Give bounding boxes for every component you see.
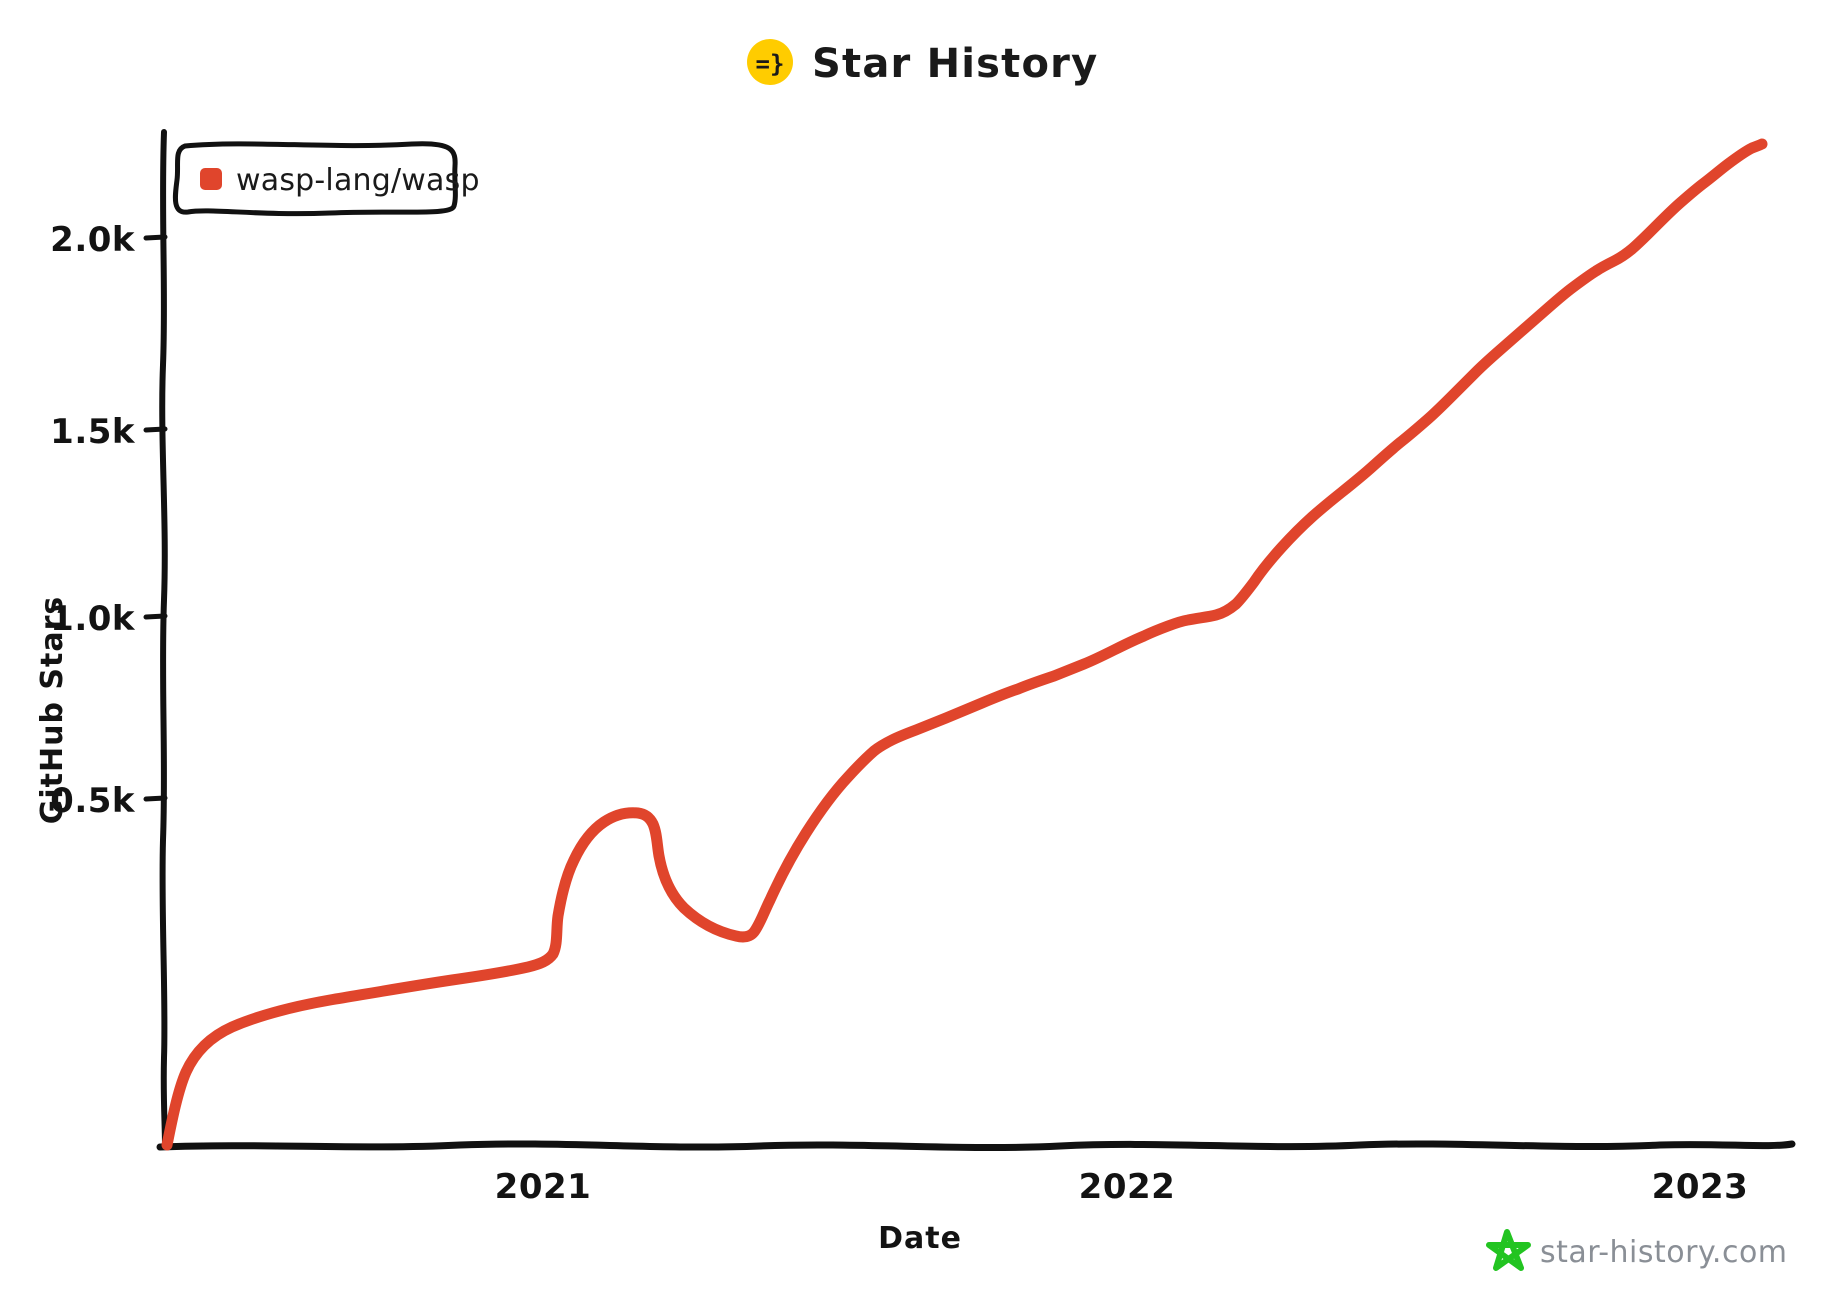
legend-item-label[interactable]: wasp-lang/wasp [236, 163, 480, 198]
series-group [161, 138, 1768, 1151]
watermark-label[interactable]: star-history.com [1540, 1235, 1788, 1270]
y-tick-label-1000: 1.0k [50, 599, 136, 639]
y-tick-500 [143, 795, 168, 802]
x-axis: 2021 2022 2023 Date [156, 1140, 1796, 1256]
series-line-wasp-lang-wasp [161, 138, 1768, 1151]
x-tick-label-2021: 2021 [495, 1167, 592, 1207]
legend-box [172, 141, 458, 217]
chart-header: =} Star History [747, 39, 1098, 87]
y-tick-label-500: 0.5k [50, 781, 136, 821]
x-axis-line [156, 1140, 1796, 1152]
x-tick-label-2023: 2023 [1652, 1167, 1749, 1207]
wasp-badge-glyph: =} [756, 50, 785, 78]
star-icon [1486, 1229, 1531, 1271]
watermark[interactable]: star-history.com [1486, 1229, 1788, 1271]
y-axis-line [159, 129, 168, 1149]
wasp-badge-icon [747, 39, 793, 85]
x-tick-label-2022: 2022 [1079, 1167, 1176, 1207]
y-tick-2000 [143, 234, 168, 241]
y-axis: 2.0k 1.5k 1.0k 0.5k GitHub Stars [35, 129, 168, 1149]
y-tick-1000 [143, 613, 168, 620]
page-title: Star History [812, 41, 1098, 87]
y-tick-label-2000: 2.0k [50, 220, 136, 260]
y-tick-1500 [143, 426, 168, 433]
chart-legend[interactable]: wasp-lang/wasp [172, 141, 480, 217]
y-tick-label-1500: 1.5k [50, 412, 136, 452]
x-axis-title: Date [878, 1221, 962, 1256]
legend-marker-swatch [200, 168, 222, 190]
y-axis-title: GitHub Stars [35, 596, 70, 824]
